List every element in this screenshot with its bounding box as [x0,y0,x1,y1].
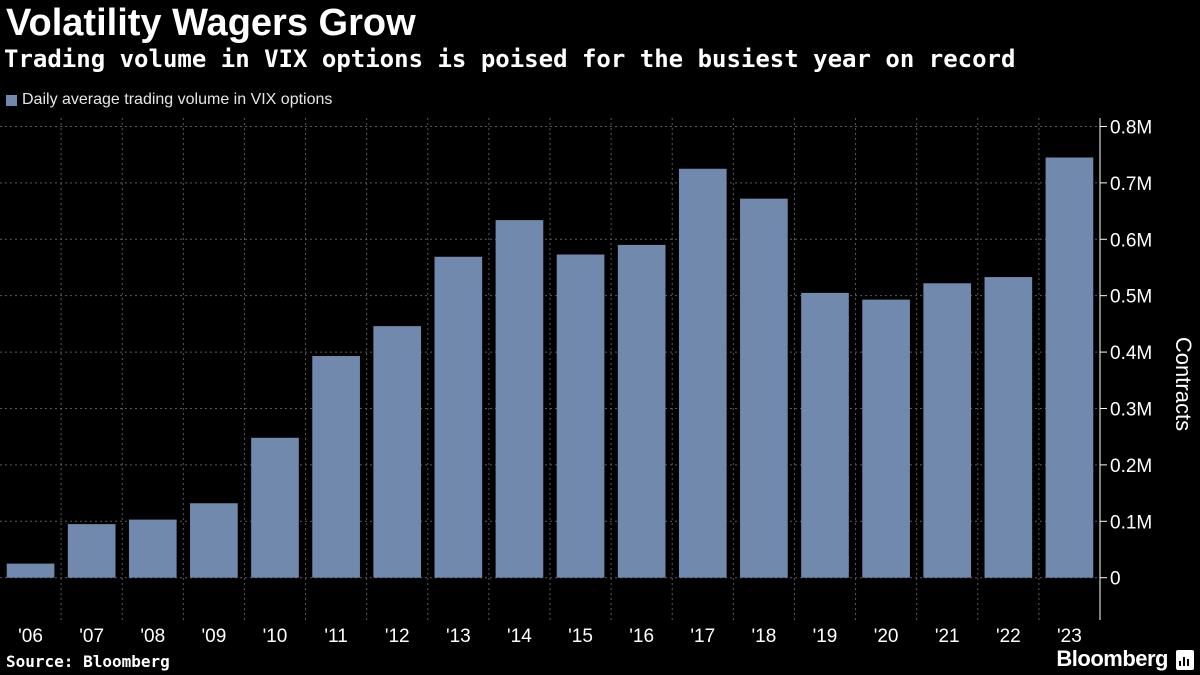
y-tick-label: 0.5M [1110,287,1152,308]
bar-18 [740,198,788,578]
y-tick-label: 0.8M [1110,117,1152,138]
x-tick-label: '23 [1057,626,1082,647]
x-tick-label: '09 [202,626,227,647]
x-tick-label: '10 [263,626,288,647]
x-tick-label: '07 [79,626,104,647]
bar-06 [6,563,55,578]
y-axis: 0 0.1M 0.2M 0.3M 0.4M 0.5M 0.6M 0.7M 0.8M [1099,117,1152,620]
bars [6,157,1094,578]
x-tick-label: '17 [690,626,715,647]
x-tick-label: '18 [752,626,777,647]
bar-09 [190,503,238,578]
x-axis-labels: '06 '07 '08 '09 '10 '11 '12 '13 '14 '15 '16 '17 '18 '… [18,626,1082,647]
x-tick-label: '14 [507,626,532,647]
x-tick-label: '11 [324,626,347,647]
bar-21 [923,283,972,578]
x-tick-label: '22 [996,626,1021,647]
x-tick-label: '15 [568,626,593,647]
bar-08 [128,519,177,578]
bar-11 [312,356,360,578]
bar-12 [373,326,422,578]
y-tick-label: 0.2M [1110,456,1152,477]
bar-19 [801,292,849,578]
legend: Daily average trading volume in VIX opti… [6,91,332,109]
bar-10 [251,437,299,578]
y-tick-label: 0.4M [1110,343,1152,364]
bar-17 [678,168,727,578]
x-tick-label: '08 [140,626,165,647]
bar-13 [434,256,483,578]
source-note: Source: Bloomberg [6,652,170,671]
grid-lines [0,118,1100,620]
chart-title: Volatility Wagers Grow [6,2,416,44]
x-tick-label: '12 [385,626,410,647]
y-tick-label: 0 [1110,569,1121,590]
x-tick-label: '20 [874,626,899,647]
y-tick-label: 0.6M [1110,230,1152,251]
x-tick-label: '19 [813,626,838,647]
y-tick-label: 0.1M [1110,512,1152,533]
y-tick-label: 0.3M [1110,399,1152,420]
bar-20 [862,299,910,578]
x-tick-label: '13 [446,626,471,647]
bar-15 [556,254,605,578]
bar-22 [984,277,1033,578]
y-axis-label: Contracts [1171,337,1196,431]
bar-16 [617,244,666,578]
brand-logo-text: Bloomberg [1056,646,1168,671]
chart-subtitle: Trading volume in VIX options is poised … [4,45,1016,73]
y-tick-label: 0.7M [1110,174,1152,195]
x-tick-label: '21 [935,626,960,647]
x-tick-label: '06 [18,626,43,647]
legend-label: Daily average trading volume in VIX opti… [22,91,333,108]
legend-swatch [6,94,17,106]
bar-07 [67,524,116,578]
bar-23 [1045,157,1094,578]
bloomberg-terminal-icon [1176,650,1194,670]
x-tick-label: '16 [629,626,654,647]
bar-14 [495,220,544,578]
